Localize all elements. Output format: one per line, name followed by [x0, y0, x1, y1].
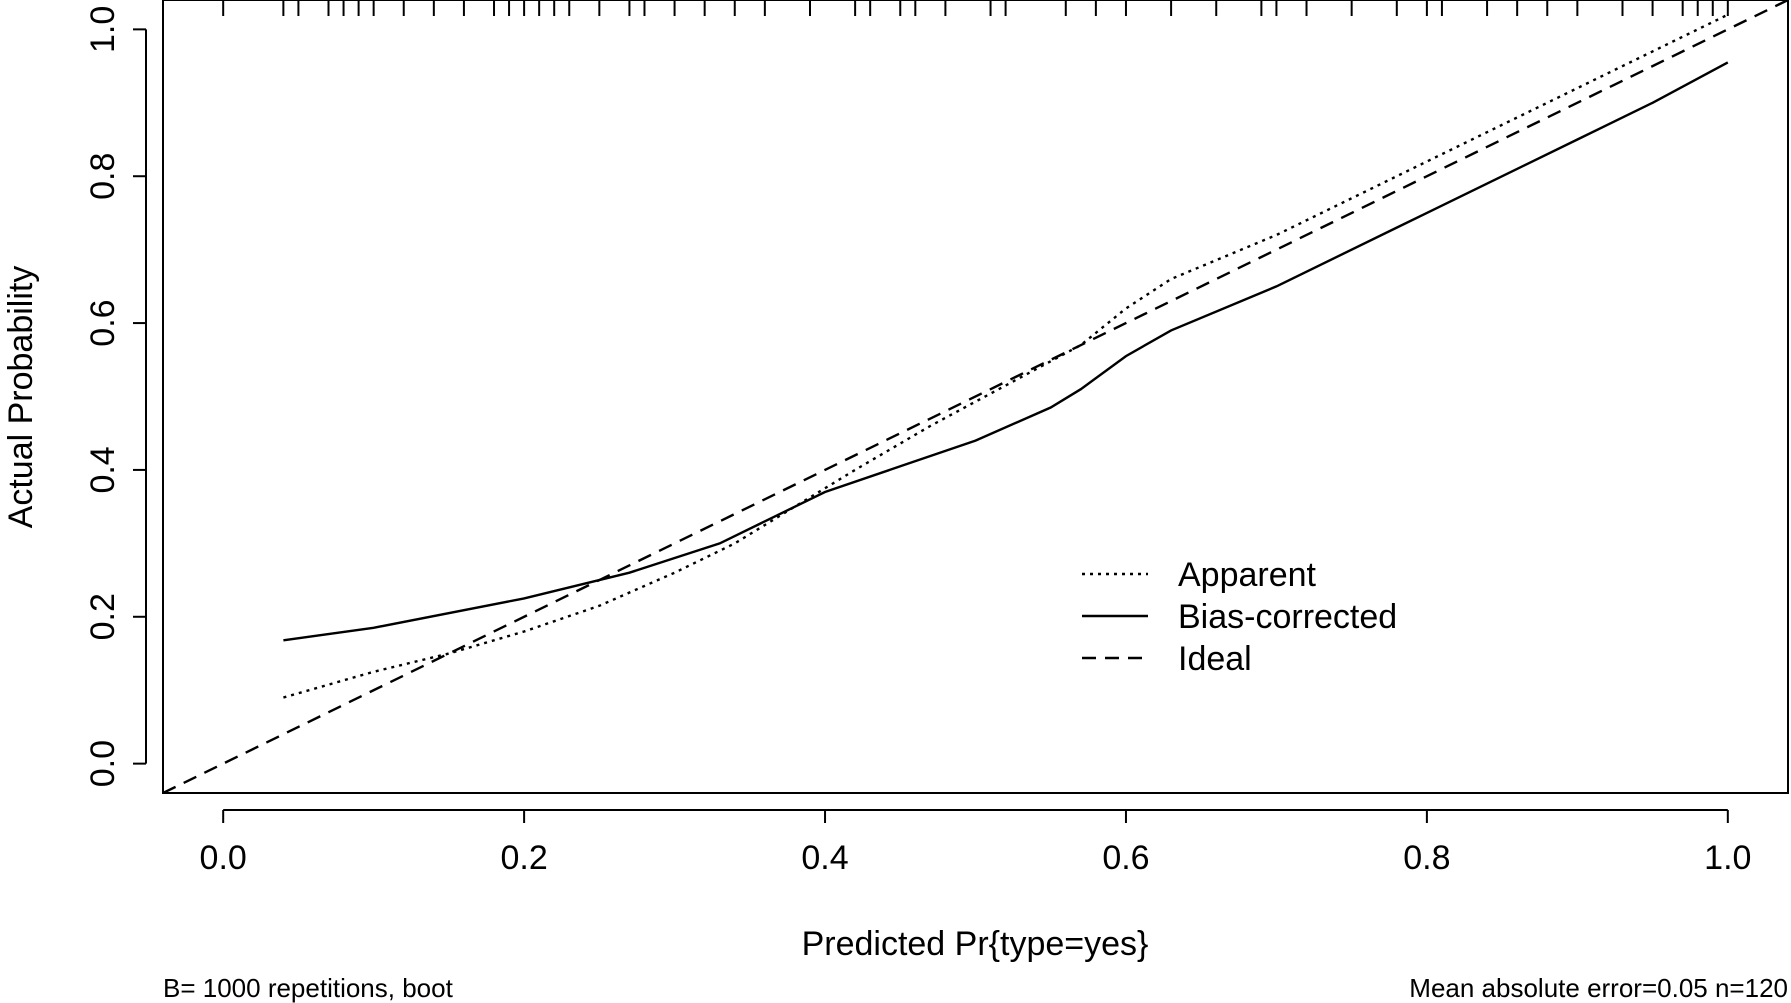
x-tick-label: 0.8: [1403, 839, 1450, 877]
plot-frame: [162, 0, 1789, 794]
x-tick-label: 0.4: [801, 839, 848, 877]
rug-ticks: [222, 0, 1729, 16]
y-tick-label: 0.6: [84, 299, 122, 346]
y-axis: 0.0 0.2 0.4 0.6 0.8 1.0: [84, 6, 147, 787]
legend-label-ideal: Ideal: [1178, 640, 1252, 678]
series-line-bias-corrected: [283, 61, 1729, 642]
y-axis-label: Actual Probability: [2, 266, 40, 529]
mean-error-note: Mean absolute error=0.05 n=120: [1409, 973, 1788, 1003]
legend-label-bias-corrected: Bias-corrected: [1178, 598, 1397, 636]
series-lines: [163, 0, 1788, 793]
x-tick-label: 0.6: [1102, 839, 1149, 877]
y-tick-label: 0.4: [84, 446, 122, 493]
x-axis: 0.0 0.2 0.4 0.6 0.8 1.0: [200, 809, 1751, 877]
y-tick-label: 1.0: [84, 6, 122, 53]
y-tick-label: 0.2: [84, 593, 122, 640]
x-tick-label: 0.2: [500, 839, 547, 877]
legend-label-apparent: Apparent: [1178, 556, 1317, 594]
x-tick-label: 0.0: [200, 839, 247, 877]
x-axis-label: Predicted Pr{type=yes}: [802, 925, 1149, 963]
y-tick-label: 0.0: [84, 740, 122, 787]
series-line-apparent: [283, 13, 1729, 699]
legend: Apparent Bias-corrected Ideal: [1082, 556, 1397, 678]
y-tick-label: 0.8: [84, 153, 122, 200]
x-tick-label: 1.0: [1704, 839, 1751, 877]
repetitions-note: B= 1000 repetitions, boot: [163, 973, 454, 1003]
series-line-ideal: [163, 0, 1788, 793]
